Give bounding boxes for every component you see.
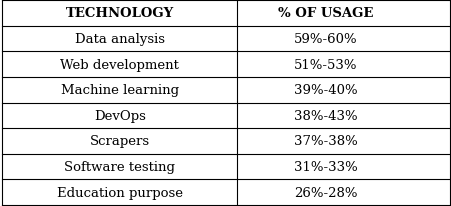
Text: 51%-53%: 51%-53%	[293, 58, 356, 71]
Text: 37%-38%: 37%-38%	[293, 135, 357, 148]
Text: TECHNOLOGY: TECHNOLOGY	[65, 7, 174, 20]
Text: % OF USAGE: % OF USAGE	[277, 7, 373, 20]
Text: DevOps: DevOps	[94, 109, 145, 122]
Text: 31%-33%: 31%-33%	[293, 160, 357, 173]
Text: Data analysis: Data analysis	[74, 33, 165, 46]
Text: Software testing: Software testing	[64, 160, 175, 173]
Text: 59%-60%: 59%-60%	[293, 33, 356, 46]
Text: 39%-40%: 39%-40%	[293, 84, 356, 97]
Text: Machine learning: Machine learning	[60, 84, 179, 97]
Text: Web development: Web development	[60, 58, 179, 71]
Text: Education purpose: Education purpose	[57, 186, 182, 199]
Text: 26%-28%: 26%-28%	[293, 186, 356, 199]
Text: 38%-43%: 38%-43%	[293, 109, 356, 122]
Text: Scrapers: Scrapers	[89, 135, 150, 148]
